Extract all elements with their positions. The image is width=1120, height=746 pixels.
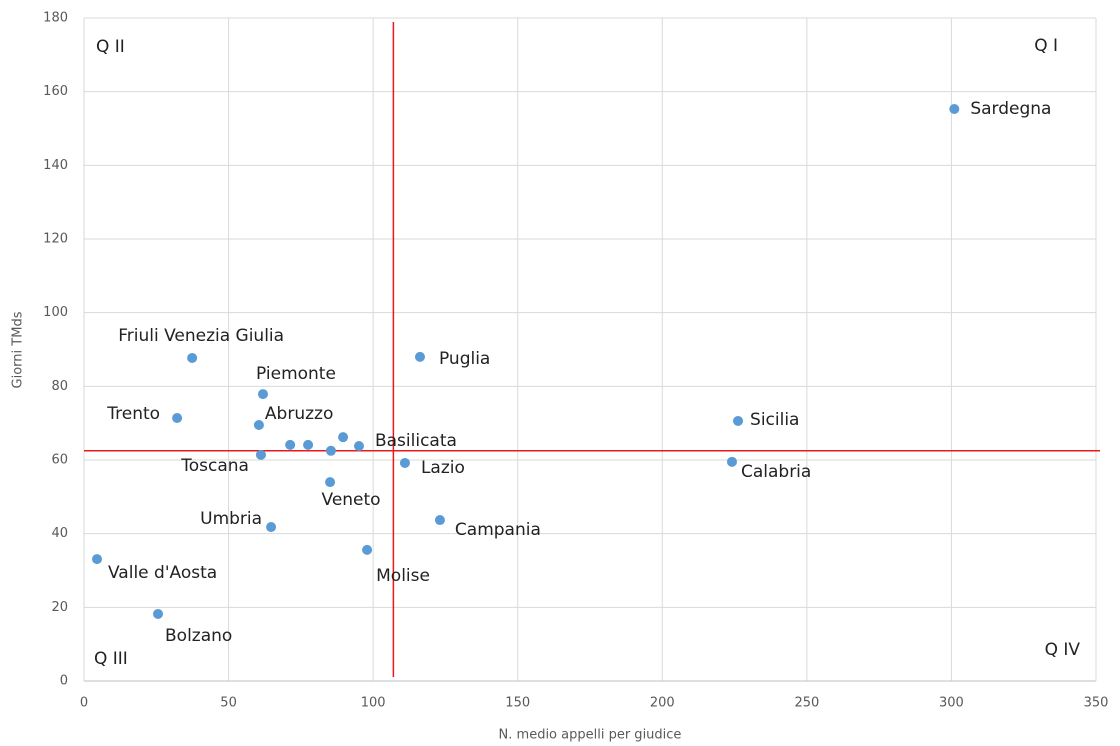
point-label: Basilicata — [375, 431, 457, 451]
y-tick-label: 40 — [51, 526, 68, 541]
point — [257, 389, 268, 400]
point-label: Trento — [106, 404, 160, 424]
x-tick-label: 300 — [939, 696, 964, 711]
x-tick-label: 150 — [505, 696, 530, 711]
point — [253, 420, 264, 431]
x-tick-label: 100 — [361, 696, 386, 711]
x-tick-label: 0 — [80, 696, 88, 711]
y-tick-label: 60 — [51, 453, 68, 468]
point — [266, 522, 277, 533]
y-tick-label: 20 — [51, 600, 68, 615]
quadrant-label: Q I — [1034, 36, 1058, 56]
point-label: Sicilia — [750, 410, 799, 430]
point — [325, 477, 336, 488]
point — [153, 608, 164, 619]
point-label: Veneto — [322, 490, 381, 510]
y-tick-label: 100 — [43, 305, 68, 320]
point — [353, 441, 364, 452]
point-label: Toscana — [180, 456, 249, 476]
x-axis-label: N. medio appelli per giudice — [499, 728, 682, 743]
y-tick-label: 180 — [43, 11, 68, 26]
point-label: Bolzano — [165, 626, 232, 646]
point — [172, 413, 183, 424]
point-label: Molise — [376, 566, 430, 586]
y-tick-label: 80 — [51, 379, 68, 394]
y-tick-label: 0 — [60, 674, 68, 689]
x-tick-label: 250 — [794, 696, 819, 711]
point — [303, 439, 314, 450]
point — [255, 449, 266, 460]
point-label: Friuli Venezia Giulia — [118, 326, 284, 346]
point — [414, 351, 425, 362]
point-label: Campania — [455, 520, 541, 540]
point-label: Lazio — [421, 458, 465, 478]
y-tick-label: 140 — [43, 158, 68, 173]
x-tick-label: 50 — [220, 696, 237, 711]
point-label: Sardegna — [970, 99, 1051, 119]
point — [434, 515, 445, 526]
x-tick-label: 350 — [1084, 696, 1109, 711]
point-label: Abruzzo — [265, 404, 333, 424]
y-axis-label: Giorni TMds — [11, 311, 26, 388]
y-tick-label: 120 — [43, 232, 68, 247]
point — [949, 103, 960, 114]
quadrant-label: Q III — [94, 649, 128, 669]
point-label: Umbria — [200, 509, 262, 529]
quadrant-label: Q II — [96, 37, 125, 57]
quadrant-label: Q IV — [1045, 640, 1081, 660]
point — [362, 544, 373, 555]
point — [187, 352, 198, 363]
point — [325, 445, 336, 456]
point — [285, 439, 296, 450]
point-label: Calabria — [741, 462, 811, 482]
point — [733, 415, 744, 426]
point — [338, 432, 349, 443]
point-label: Piemonte — [256, 364, 336, 384]
point — [726, 456, 737, 467]
x-tick-label: 200 — [650, 696, 675, 711]
point-label: Puglia — [439, 349, 490, 369]
point-label: Valle d'Aosta — [108, 563, 217, 583]
point — [92, 554, 103, 565]
y-tick-label: 160 — [43, 84, 68, 99]
point — [399, 457, 410, 468]
